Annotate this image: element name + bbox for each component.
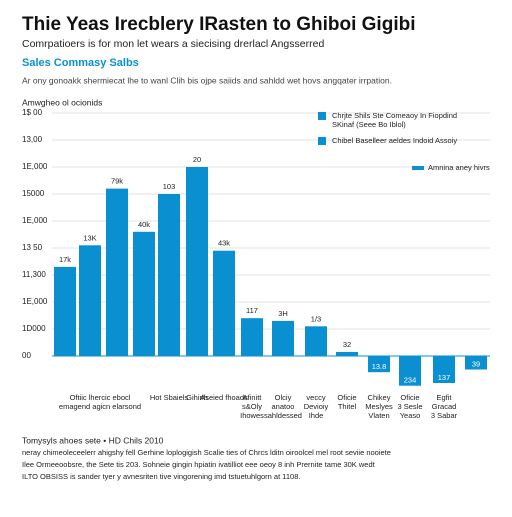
- value-label: 43k: [218, 239, 230, 248]
- bar: [305, 326, 327, 356]
- x-tick-label: Hot Sbaiels: [150, 393, 189, 402]
- bar: [465, 356, 487, 370]
- bar: [54, 266, 76, 356]
- y-tick-label: 00: [22, 351, 31, 360]
- value-label: 3H: [278, 309, 288, 318]
- value-label: 39: [472, 359, 480, 368]
- value-label: 40k: [138, 220, 150, 229]
- legend-swatch: [318, 112, 326, 120]
- y-tick-label: 1E,000: [22, 162, 48, 171]
- y-tick-label: 1E,000: [22, 216, 48, 225]
- x-tick-label: Oficie 3 Sesle Yeaso: [397, 393, 422, 420]
- value-label: 13K: [83, 233, 96, 242]
- bar: [213, 250, 235, 356]
- legend-label: Chibel Baselleer aeldes Indoid Assoiy: [332, 136, 457, 145]
- bar: [241, 318, 263, 356]
- x-tick-label: Gihirih: [186, 393, 208, 402]
- value-label: 137: [438, 373, 451, 382]
- x-tick-label: Afinitt s&Oly Ihowes: [240, 393, 264, 420]
- bar: [433, 356, 455, 383]
- description: Ar ony gonoakk shermiecat lhe to wanl Cl…: [22, 75, 392, 85]
- y-tick-label: 1D000: [22, 324, 46, 333]
- legend-label: Chrjte Shils Ste Comeaoy In Fiopdind SKin…: [332, 111, 457, 129]
- bar: [368, 356, 390, 373]
- x-tick-label: veccy Devioiy Ihde: [304, 393, 329, 420]
- note: Ilee Ormeeoobsre, the Sete tis 203. Sohn…: [22, 460, 376, 469]
- value-label: 103: [163, 182, 176, 191]
- value-label: 234: [404, 376, 417, 385]
- y-tick-label: 13,00: [22, 135, 43, 144]
- bar: [158, 194, 180, 356]
- section-title: Sales Commasy Salbs: [22, 57, 139, 69]
- y-tick-label: 1E,000: [22, 297, 48, 306]
- value-label: 79k: [111, 177, 123, 186]
- x-tick-label: Chikey Meslyes Vlaten: [365, 393, 393, 420]
- x-tick-label: Olciy anatoo sahldessed: [264, 393, 302, 420]
- bar: [106, 188, 128, 356]
- value-label: 1/3: [311, 314, 321, 323]
- source: Tomysyls ahoes sete • HD Chils 2010: [22, 435, 164, 445]
- y-tick-label: 15000: [22, 189, 45, 198]
- bar: [133, 231, 155, 356]
- y-tick-label: 1$ 00: [22, 108, 43, 117]
- y-tick-label: 13 50: [22, 243, 43, 252]
- bar: [336, 351, 358, 356]
- value-label: 32: [343, 340, 351, 349]
- x-tick-label: Aseied fhoads: [200, 393, 248, 402]
- value-label: 20: [193, 155, 201, 164]
- y-tick-label: 11,300: [22, 270, 46, 279]
- x-tick-label: Oftiic lhercic ebocl emagend agicn elarso…: [59, 393, 141, 411]
- legend-swatch: [412, 166, 424, 170]
- bar: [79, 245, 101, 356]
- value-label: 13.8: [372, 362, 387, 371]
- value-label: 117: [246, 306, 258, 315]
- x-tick-label: Egfit Gracad 3 Sabar: [431, 393, 458, 420]
- note: ILTO OBSISS is sander tyer y avnesriten …: [22, 472, 300, 481]
- legend-label: Amnina aney hivrs: [428, 163, 490, 172]
- legend-swatch: [318, 137, 326, 145]
- subtitle: Comrpatioers is for mon let wears a siec…: [22, 38, 324, 50]
- note: neray chimeoleceelerr ahigshy fell Gerhi…: [22, 448, 391, 457]
- bar: [186, 167, 208, 356]
- bar: [399, 356, 421, 386]
- y-axis-label: Amwgheo ol ocionids: [22, 97, 102, 107]
- bar: [272, 320, 294, 356]
- x-tick-label: Oficie Thitel: [337, 393, 356, 411]
- chart-title: Thie Yeas Irecblery IRasten to Ghiboi Gi…: [22, 14, 415, 35]
- value-label: 17k: [59, 255, 71, 264]
